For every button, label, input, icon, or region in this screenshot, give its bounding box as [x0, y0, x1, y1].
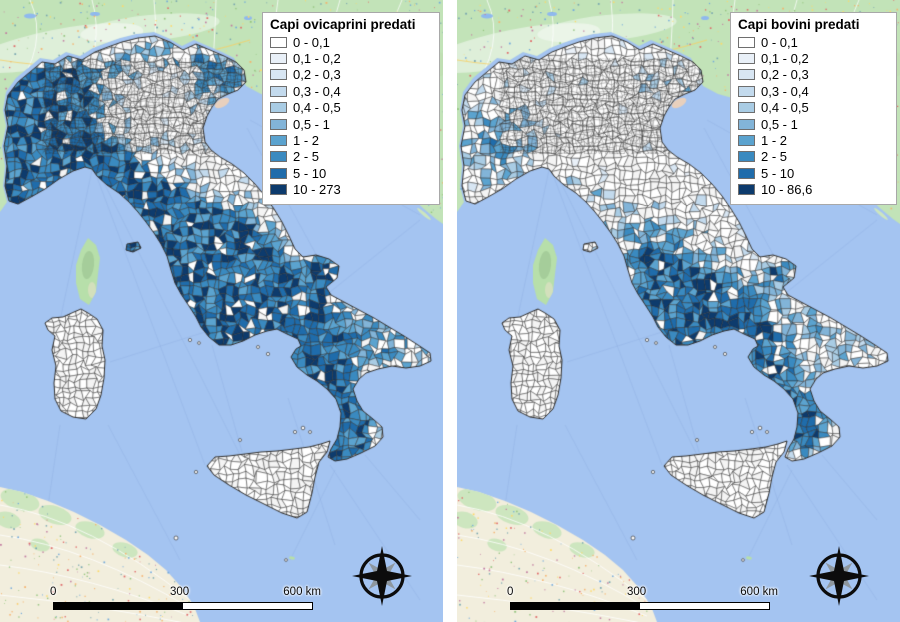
scale-bar: 0 300 600 km — [50, 586, 321, 612]
scale-label-0: 0 — [507, 586, 514, 598]
legend-class-row: 0,5 - 1 — [738, 116, 890, 132]
legend-class-row: 0 - 0,1 — [270, 34, 433, 50]
legend-title: Capi bovini predati — [738, 17, 860, 32]
legend-class-label: 0,1 - 0,2 — [293, 51, 341, 67]
legend-class-label: 1 - 2 — [293, 133, 320, 149]
legend-class-swatch — [270, 36, 287, 48]
legend-class-row: 1 - 2 — [270, 132, 433, 148]
legend-class-row: 0,3 - 0,4 — [270, 83, 433, 99]
legend-class-swatch — [270, 53, 287, 65]
legend-class-row: 2 - 5 — [738, 149, 890, 165]
legend-class-label: 0,3 - 0,4 — [293, 83, 341, 99]
legend-class-swatch — [270, 85, 287, 97]
legend-class-row: 0,4 - 0,5 — [738, 100, 890, 116]
legend-class-label: 10 - 86,6 — [761, 182, 813, 198]
legend-class-swatch — [270, 167, 287, 179]
scale-bar: 0 300 600 km — [507, 586, 778, 612]
legend-class-label: 2 - 5 — [293, 149, 320, 165]
compass-rose-icon — [352, 546, 412, 606]
legend-class-label: 0,4 - 0,5 — [293, 100, 341, 116]
map-panel-bovini: Capi bovini predati 0 - 0,1 0,1 - 0,2 0,2 … — [457, 0, 900, 622]
legend-class-row: 5 - 10 — [738, 165, 890, 181]
legend-class-swatch — [738, 36, 755, 48]
legend-class-label: 0,5 - 1 — [293, 116, 330, 132]
scale-label-600: 600 km — [283, 586, 321, 598]
legend-class-row: 0,1 - 0,2 — [270, 50, 433, 66]
legend-class-row: 0,3 - 0,4 — [738, 83, 890, 99]
legend-title: Capi ovicaprini predati — [270, 17, 416, 32]
legend-class-row: 0,4 - 0,5 — [270, 100, 433, 116]
scale-bar-rule — [510, 602, 770, 610]
scale-bar-rule — [53, 602, 313, 610]
legend-class-row: 5 - 10 — [270, 165, 433, 181]
legend-class-row: 0,5 - 1 — [270, 116, 433, 132]
legend-class-swatch — [738, 151, 755, 163]
legend-class-label: 5 - 10 — [761, 165, 795, 181]
legend-class-label: 0,1 - 0,2 — [761, 51, 809, 67]
legend-class-row: 0,2 - 0,3 — [270, 67, 433, 83]
scale-label-0: 0 — [50, 586, 57, 598]
legend-class-swatch — [270, 102, 287, 114]
legend-class-row: 0 - 0,1 — [738, 34, 890, 50]
scale-label-300: 300 — [170, 586, 190, 598]
legend-class-swatch — [270, 69, 287, 81]
legend-class-swatch — [738, 135, 755, 147]
legend-class-row: 10 - 86,6 — [738, 182, 890, 198]
legend-rows: 0 - 0,1 0,1 - 0,2 0,2 - 0,3 0,3 - 0,4 0,4 - … — [738, 34, 890, 198]
legend-class-swatch — [270, 135, 287, 147]
legend-class-row: 1 - 2 — [738, 132, 890, 148]
scale-label-600: 600 km — [740, 586, 778, 598]
legend-class-label: 1 - 2 — [761, 133, 788, 149]
legend-class-swatch — [738, 53, 755, 65]
legend-class-swatch — [270, 151, 287, 163]
legend-rows: 0 - 0,1 0,1 - 0,2 0,2 - 0,3 0,3 - 0,4 0,4 - … — [270, 34, 433, 198]
legend-class-swatch — [738, 118, 755, 130]
legend-class-label: 10 - 273 — [293, 182, 341, 198]
legend-class-swatch — [738, 85, 755, 97]
compass-rose-icon — [809, 546, 869, 606]
legend-class-row: 2 - 5 — [270, 149, 433, 165]
legend-ovicaprini: Capi ovicaprini predati 0 - 0,1 0,1 - 0,2… — [262, 12, 440, 205]
legend-class-label: 2 - 5 — [761, 149, 788, 165]
legend-class-label: 0,4 - 0,5 — [761, 100, 809, 116]
legend-class-row: 10 - 273 — [270, 182, 433, 198]
legend-class-swatch — [738, 102, 755, 114]
legend-class-swatch — [738, 167, 755, 179]
legend-class-label: 0,2 - 0,3 — [761, 67, 809, 83]
legend-bovini: Capi bovini predati 0 - 0,1 0,1 - 0,2 0,2 … — [730, 12, 897, 205]
legend-class-label: 0 - 0,1 — [761, 34, 798, 50]
legend-class-swatch — [270, 184, 287, 196]
map-panel-ovicaprini: Capi ovicaprini predati 0 - 0,1 0,1 - 0,2… — [0, 0, 443, 622]
legend-class-label: 0,5 - 1 — [761, 116, 798, 132]
legend-class-row: 0,2 - 0,3 — [738, 67, 890, 83]
legend-class-row: 0,1 - 0,2 — [738, 50, 890, 66]
legend-class-label: 0 - 0,1 — [293, 34, 330, 50]
legend-class-swatch — [270, 118, 287, 130]
scale-label-300: 300 — [627, 586, 647, 598]
legend-class-swatch — [738, 69, 755, 81]
legend-class-label: 0,2 - 0,3 — [293, 67, 341, 83]
legend-class-swatch — [738, 184, 755, 196]
legend-class-label: 0,3 - 0,4 — [761, 83, 809, 99]
legend-class-label: 5 - 10 — [293, 165, 327, 181]
